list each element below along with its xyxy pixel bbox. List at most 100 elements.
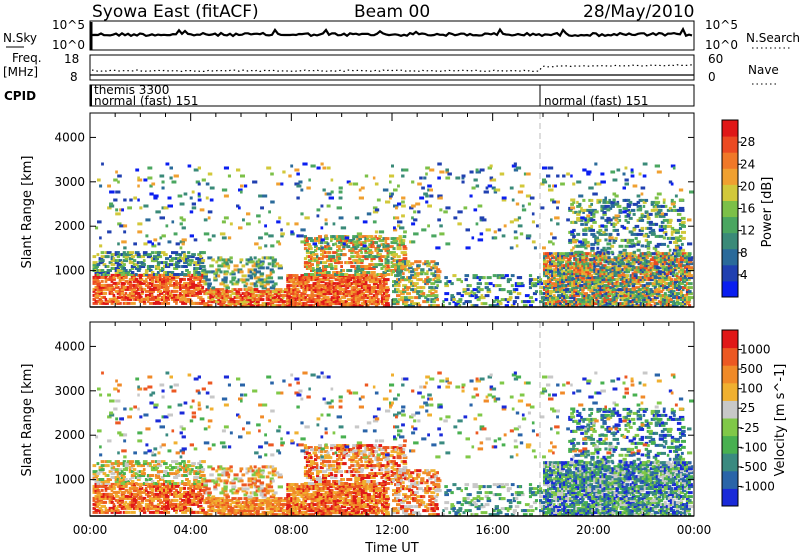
power-cell <box>225 258 229 262</box>
velocity-cell <box>136 504 141 508</box>
power-cell <box>277 304 282 308</box>
power-cell <box>492 274 497 278</box>
power-cell <box>658 228 664 232</box>
power-cell <box>657 274 661 278</box>
power-cell <box>442 304 445 308</box>
power-cell <box>306 280 310 284</box>
power-cell <box>255 260 260 264</box>
power-cell <box>201 265 206 268</box>
power-cell <box>675 288 679 292</box>
power-cell <box>437 194 443 198</box>
power-cell <box>258 194 264 198</box>
power-cell <box>374 278 379 282</box>
power-cell <box>239 298 243 302</box>
velocity-cell <box>146 504 151 508</box>
power-cell <box>98 289 103 293</box>
velocity-cell <box>130 492 135 496</box>
power-cell <box>338 290 342 294</box>
power-cell <box>609 276 613 280</box>
power-cell <box>618 210 623 214</box>
power-cell <box>376 280 380 284</box>
power-cell <box>316 265 320 268</box>
power-cell <box>670 200 675 204</box>
power-cell <box>255 300 260 304</box>
power-cell <box>124 255 130 259</box>
power-cell <box>689 190 694 194</box>
power-cell <box>314 249 318 253</box>
power-cell <box>344 294 349 298</box>
power-cell <box>585 286 589 290</box>
power-cell <box>522 304 528 308</box>
power-cell <box>430 294 434 298</box>
power-cell <box>303 239 309 243</box>
power-cell <box>330 274 335 278</box>
power-cell <box>318 235 322 239</box>
power-cell <box>385 288 390 292</box>
power-cell <box>484 286 489 290</box>
velocity-cell <box>144 486 148 490</box>
power-cell <box>215 260 219 264</box>
power-cell <box>287 298 292 302</box>
power-cell <box>396 274 400 278</box>
power-cell <box>263 292 267 296</box>
power-cell <box>596 242 600 246</box>
power-cell <box>354 271 359 274</box>
power-cell <box>265 290 270 294</box>
power-cell <box>266 166 272 170</box>
power-cell <box>96 283 101 287</box>
power-cell <box>356 288 362 292</box>
power-cell <box>575 286 579 290</box>
date-title: 28/May/2010 <box>583 2 695 22</box>
velocity-cell <box>136 506 140 510</box>
power-cell <box>599 278 603 282</box>
power-cell <box>609 270 615 274</box>
power-cell <box>316 290 322 294</box>
power-cell <box>358 282 362 286</box>
power-cell <box>110 299 114 303</box>
power-cell <box>421 186 425 190</box>
power-cell <box>251 292 255 296</box>
power-cell <box>322 166 327 170</box>
power-cell <box>549 252 553 256</box>
power-cell <box>611 264 617 268</box>
power-cell <box>557 300 561 304</box>
power-cell <box>165 287 170 291</box>
power-cell <box>637 262 642 266</box>
power-cell <box>432 304 438 308</box>
power-cell <box>142 279 147 283</box>
power-cell <box>380 243 384 247</box>
power-cell <box>404 304 409 308</box>
power-cell <box>273 288 278 292</box>
power-cell <box>161 301 166 305</box>
power-cell <box>290 230 294 234</box>
power-cell <box>659 264 666 268</box>
power-cell <box>98 259 103 263</box>
power-cell <box>579 304 583 308</box>
velocity-cell <box>120 500 125 504</box>
velocity-cell <box>112 506 116 510</box>
power-cell <box>396 255 401 259</box>
power-cell <box>247 300 251 304</box>
power-cell <box>156 295 160 299</box>
power-cell <box>623 282 629 286</box>
power-cell <box>308 296 313 300</box>
velocity-cell <box>96 504 99 508</box>
power-cell <box>181 251 186 255</box>
power-cell <box>101 162 104 166</box>
power-cell <box>594 182 599 186</box>
power-cell <box>688 296 694 300</box>
power-cell <box>410 296 414 300</box>
power-cell <box>364 302 368 306</box>
power-cell <box>374 235 377 239</box>
power-cell <box>116 269 120 272</box>
power-cell <box>602 230 606 234</box>
power-cell <box>294 302 299 306</box>
power-cell <box>384 257 388 261</box>
power-cell <box>283 290 289 294</box>
power-cell <box>199 267 203 270</box>
power-cell <box>590 242 596 246</box>
power-cell <box>171 273 175 277</box>
power-cell <box>681 280 687 284</box>
power-cell <box>115 190 121 194</box>
power-cell <box>281 294 286 298</box>
